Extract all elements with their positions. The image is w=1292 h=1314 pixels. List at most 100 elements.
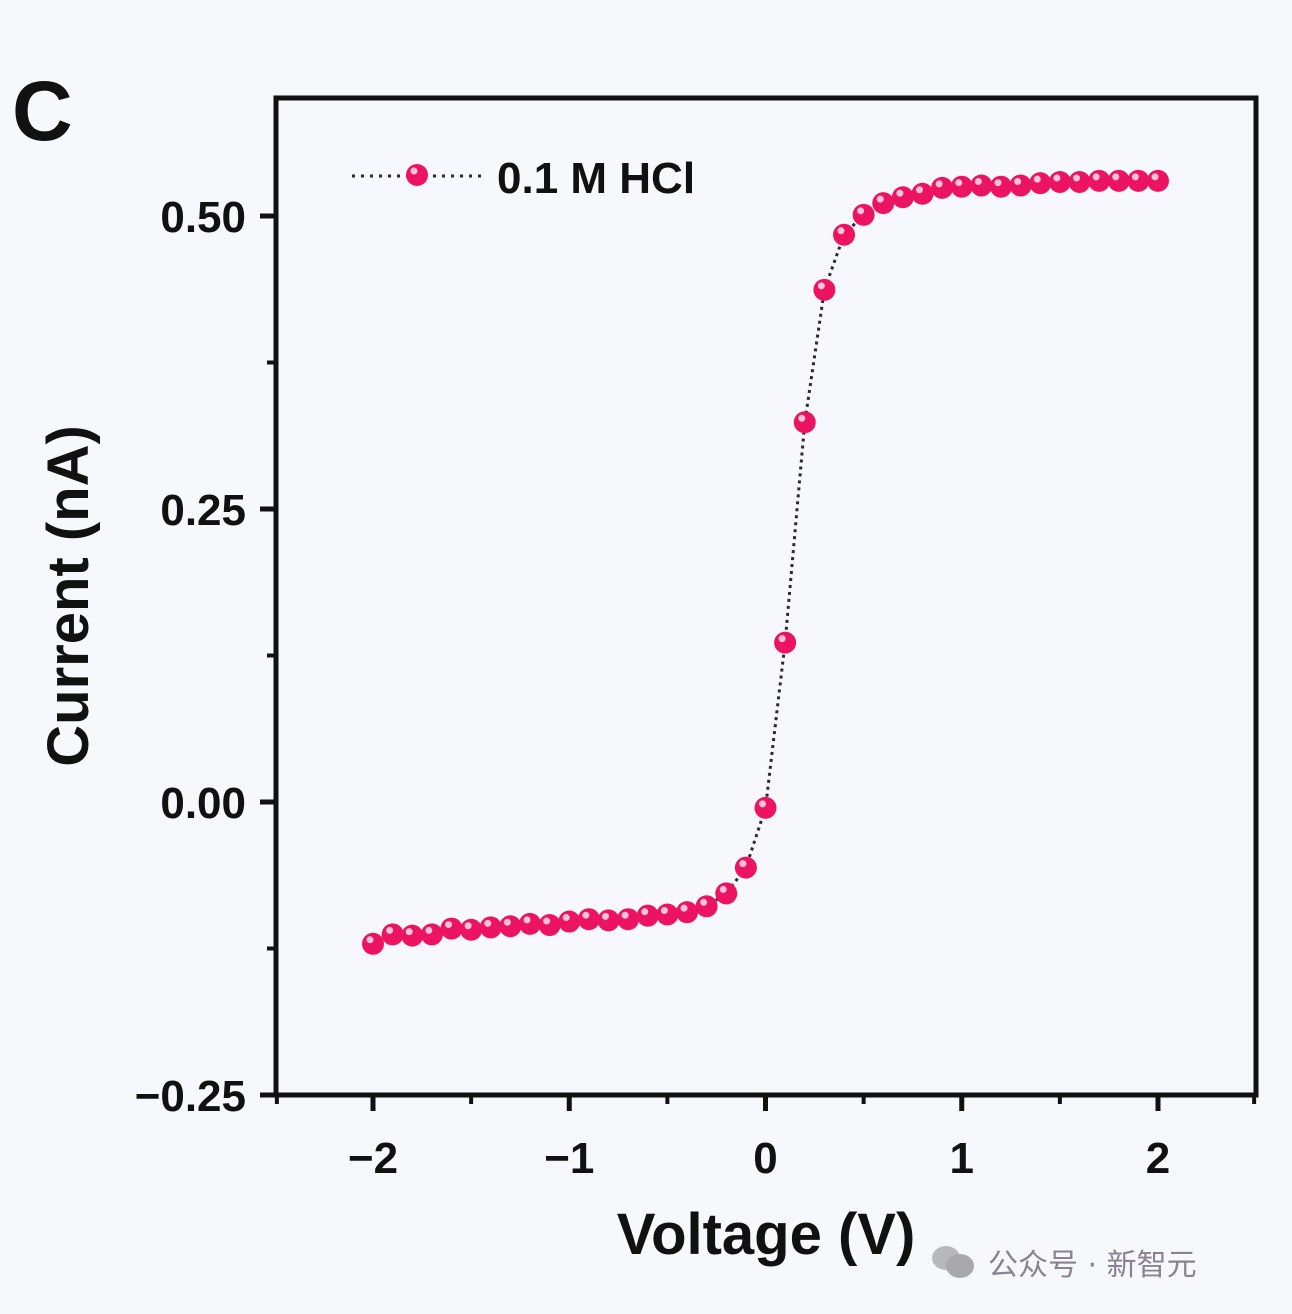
data-point-highlight <box>1112 173 1120 181</box>
data-point-highlight <box>817 282 825 290</box>
data-point <box>499 915 522 938</box>
data-point <box>793 411 816 434</box>
data-point <box>1048 171 1071 194</box>
x-tick-label: −1 <box>544 1134 594 1183</box>
data-point-highlight <box>798 414 806 422</box>
data-point <box>656 903 679 926</box>
data-point-highlight <box>974 178 982 186</box>
data-point-highlight <box>366 936 374 944</box>
watermark-text: 公众号 · 新智元 <box>988 1248 1197 1283</box>
plot-frame <box>273 95 1259 1098</box>
data-point <box>715 882 738 905</box>
data-points <box>362 169 1169 955</box>
data-point-highlight <box>641 908 649 916</box>
data-point-highlight <box>405 928 413 936</box>
data-point <box>754 796 777 819</box>
data-point-highlight <box>1131 173 1139 181</box>
y-tick-label: 0.25 <box>160 486 246 535</box>
axes <box>273 95 1259 1098</box>
legend-marker <box>406 164 428 186</box>
data-point <box>519 912 541 935</box>
data-point-highlight <box>994 179 1002 187</box>
data-point <box>891 186 914 209</box>
data-point-highlight <box>759 800 766 808</box>
data-point-highlight <box>543 917 551 925</box>
data-point <box>970 174 993 197</box>
data-point-highlight <box>464 922 472 930</box>
data-point-highlight <box>1092 173 1100 181</box>
data-point <box>1068 171 1091 194</box>
data-point-highlight <box>1014 178 1022 186</box>
data-point-highlight <box>1151 173 1159 181</box>
data-point-highlight <box>1073 174 1080 182</box>
data-point-highlight <box>425 926 433 934</box>
data-point-highlight <box>778 635 786 643</box>
data-point-highlight <box>602 912 609 920</box>
data-point-highlight <box>582 911 590 919</box>
data-point-highlight <box>484 919 492 927</box>
y-ticks: −0.25 0.00 0.25 0.50 <box>135 193 276 1121</box>
legend: 0.1 M HCl <box>352 154 695 203</box>
data-point <box>381 923 404 946</box>
y-tick-label: 0.00 <box>160 779 246 828</box>
y-tick-label: 0.50 <box>160 193 246 242</box>
data-point <box>636 904 659 927</box>
series-line-0.1M-HCl <box>372 179 1158 946</box>
data-point <box>813 278 836 301</box>
legend-marker-highlight <box>410 167 418 175</box>
data-point <box>558 910 581 933</box>
data-point-highlight <box>876 195 884 203</box>
data-point <box>911 182 934 205</box>
data-point <box>852 203 875 226</box>
data-point-highlight <box>739 860 747 868</box>
data-point-highlight <box>935 180 943 188</box>
x-tick-label: −2 <box>348 1134 398 1183</box>
x-tick-label: 2 <box>1146 1134 1170 1183</box>
data-point-highlight <box>837 227 845 235</box>
data-point-highlight <box>896 189 904 197</box>
data-point-highlight <box>660 907 668 915</box>
data-point <box>676 901 698 924</box>
data-point <box>420 923 443 946</box>
watermark: 公众号 · 新智元 <box>932 1240 1197 1284</box>
data-point <box>479 916 502 939</box>
data-point <box>617 908 640 931</box>
data-point <box>538 914 561 937</box>
data-point-highlight <box>562 914 570 922</box>
data-point-highlight <box>916 186 923 194</box>
data-point-highlight <box>719 885 727 893</box>
data-point <box>1009 174 1032 197</box>
data-point-highlight <box>445 921 452 929</box>
data-point <box>362 932 384 955</box>
x-tick-label: 1 <box>950 1134 974 1183</box>
data-point-highlight <box>1053 174 1061 182</box>
data-point-highlight <box>503 918 511 926</box>
data-point <box>872 192 895 215</box>
data-point <box>774 631 797 654</box>
data-point <box>1088 169 1111 192</box>
data-point <box>833 223 855 246</box>
data-point <box>695 895 718 918</box>
data-point-highlight <box>700 898 708 906</box>
data-point <box>1127 169 1150 192</box>
data-point <box>1147 169 1169 192</box>
data-point <box>460 918 483 941</box>
data-point-highlight <box>680 904 688 912</box>
x-ticks: −2 −1 0 1 2 <box>274 1095 1257 1183</box>
data-point-highlight <box>523 916 531 924</box>
y-tick-label: −0.25 <box>135 1072 246 1121</box>
data-point <box>734 856 757 879</box>
data-point <box>1107 169 1130 192</box>
data-point <box>597 909 620 932</box>
y-axis-title: Current (nA) <box>36 425 101 767</box>
wechat-icon <box>932 1246 974 1278</box>
data-point <box>577 908 600 931</box>
panel-label: C <box>12 64 73 158</box>
data-point-highlight <box>857 207 865 215</box>
data-point-highlight <box>955 179 963 187</box>
data-point <box>950 175 973 198</box>
x-axis-title: Voltage (V) <box>617 1202 916 1267</box>
data-point <box>931 176 954 199</box>
data-point <box>990 175 1012 198</box>
data-point-highlight <box>1033 175 1041 183</box>
